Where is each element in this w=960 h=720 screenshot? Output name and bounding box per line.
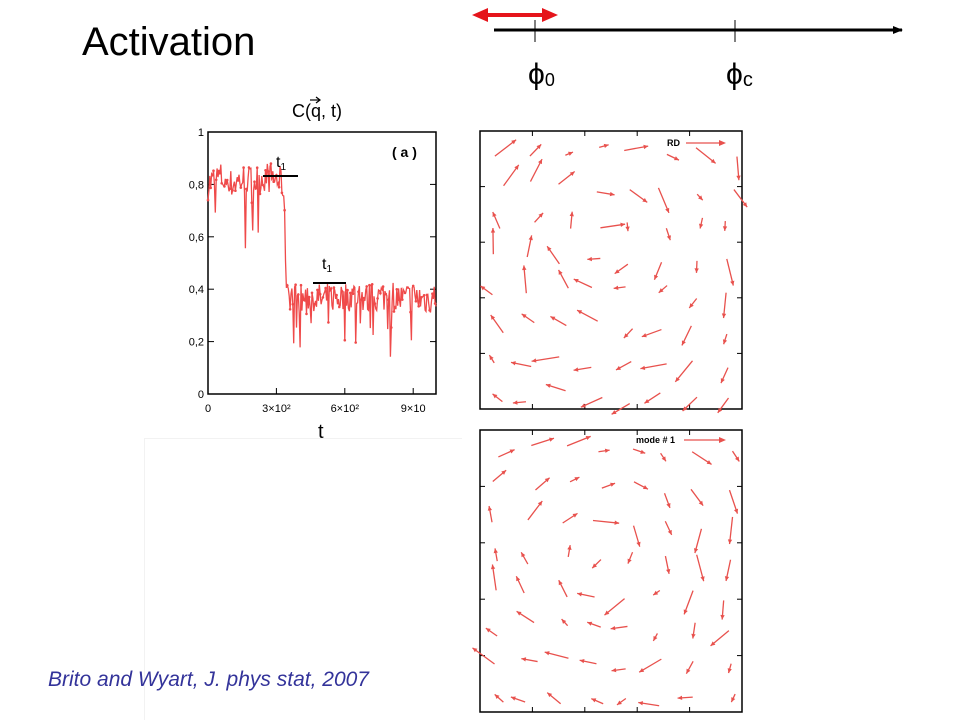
empty-figure-area [144,438,462,720]
x-tick-label: 9×10 [401,403,426,415]
x-tick-label: 0 [205,403,211,415]
panel-label: ( a ) [392,144,417,160]
y-tick-label: 0,6 [189,232,204,244]
flow-field-top: › RD [479,130,748,415]
flow-bottom-vectors [472,435,740,707]
flow-vector [696,554,705,582]
slide-title: Activation [82,20,256,64]
flow-vector [726,258,734,286]
flow-top-vectors [480,139,748,415]
flow-top-legend: RD [667,138,680,148]
flow-bottom-legend: mode # 1 [636,435,675,445]
x-tick-label: 3×10² [262,403,291,415]
plot-frame [207,131,437,395]
flow-vector [657,187,670,214]
y-tick-label: 0,2 [189,337,204,349]
citation: Brito and Wyart, J. phys stat, 2007 [48,668,369,691]
phi0-label: ϕ0 [528,58,555,91]
flow-vector [674,360,694,383]
plateau-label-2: t1 [322,256,332,275]
red-double-arrow [472,8,558,22]
phic-label: ϕc [726,58,753,91]
y-tick-labels: 0 0,2 0,4 0,6 0,8 1 [189,127,204,401]
y-axis-title: C(q, t) [292,101,342,121]
y-tick-label: 0,8 [189,179,204,191]
flow-field-bottom: mode # 1 [472,429,743,713]
x-axis-title: t [318,421,324,440]
flow-vector [472,647,495,665]
y-tick-label: 0 [198,389,204,401]
y-tick-label: 0,4 [189,284,204,296]
correlation-series-line [207,163,437,357]
flow-vector [523,265,527,294]
flow-bottom-frame [479,429,743,713]
plateau-label-1: t1 [276,154,286,173]
x-tick-label: 6×10² [331,403,360,415]
x-tick-labels: 0 3×10² 6×10² 9×10 [205,403,426,415]
correlation-plot: C(q, t) 0 0,2 0,4 0,6 0,8 1 0 3×10² 6×10² 9×10 t… [189,96,437,440]
flow-top-frame [479,130,743,410]
phi-axis-diagram: ϕ0 ϕc [472,8,903,91]
flow-vector [531,356,560,362]
flow-vector [728,516,734,545]
y-tick-label: 1 [198,127,204,139]
